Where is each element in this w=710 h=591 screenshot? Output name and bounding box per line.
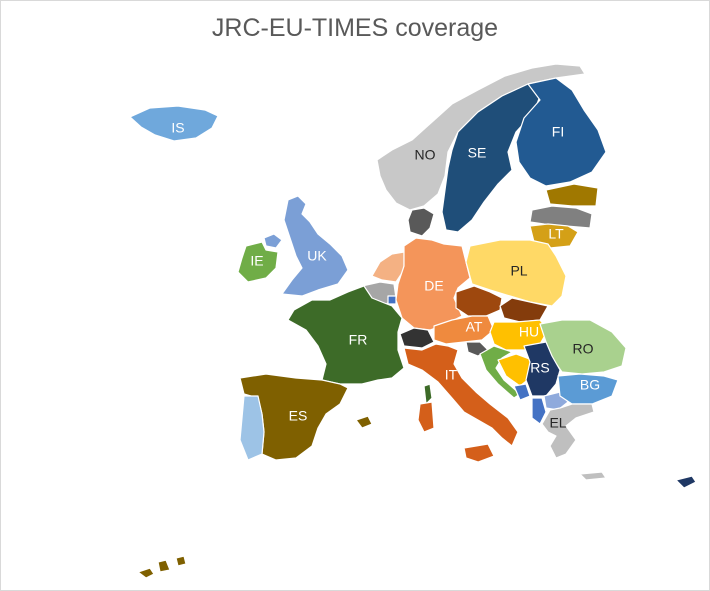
region-estonia[interactable] [545, 183, 599, 207]
label-lt: LT [548, 226, 564, 242]
label-it: IT [445, 367, 458, 383]
label-fi: FI [552, 124, 564, 140]
region-cyprus [675, 475, 697, 489]
region-switzerland[interactable] [399, 327, 435, 349]
region-slovakia[interactable] [499, 297, 549, 323]
region-balearics [355, 415, 373, 429]
label-es: ES [289, 408, 308, 424]
label-no: NO [415, 147, 436, 163]
label-pl: PL [510, 263, 527, 279]
region-canary-islands [137, 555, 187, 579]
region-luxembourg[interactable] [387, 295, 397, 305]
label-uk: UK [307, 248, 327, 264]
region-netherlands[interactable] [371, 251, 405, 283]
label-is: IS [171, 120, 184, 136]
region-bg[interactable] [557, 373, 619, 405]
label-de: DE [424, 278, 443, 294]
region-el[interactable] [541, 403, 595, 459]
region-rs[interactable] [523, 341, 561, 397]
region-portugal[interactable] [239, 395, 265, 461]
label-ie: IE [250, 253, 263, 269]
region-uk[interactable] [281, 195, 349, 297]
region-at[interactable] [433, 315, 495, 345]
region-fi[interactable] [515, 77, 607, 187]
label-fr: FR [349, 332, 368, 348]
region-denmark[interactable] [407, 207, 435, 237]
region-latvia[interactable] [529, 205, 593, 229]
label-bg: BG [580, 377, 600, 393]
label-rs: RS [530, 360, 549, 376]
region-albania[interactable] [531, 397, 547, 425]
region-montenegro[interactable] [513, 383, 531, 401]
region-el-crete [579, 471, 607, 481]
label-se: SE [468, 145, 487, 161]
region-is[interactable] [129, 105, 219, 142]
region-czechia[interactable] [455, 285, 503, 317]
region-it-sicily [463, 443, 495, 463]
region-it-sardinia [417, 401, 435, 433]
region-fr[interactable] [287, 285, 405, 385]
label-ro: RO [573, 341, 594, 357]
region-ie[interactable] [237, 241, 279, 283]
label-at: AT [466, 319, 483, 335]
region-croatia[interactable] [479, 345, 521, 399]
region-corsica[interactable] [423, 383, 433, 405]
region-ni[interactable] [263, 233, 283, 249]
region-pl[interactable] [465, 239, 567, 307]
map-title: JRC-EU-TIMES coverage [211, 14, 499, 42]
label-hu: HU [519, 324, 539, 340]
region-it[interactable] [403, 343, 519, 447]
label-el: EL [549, 415, 566, 431]
